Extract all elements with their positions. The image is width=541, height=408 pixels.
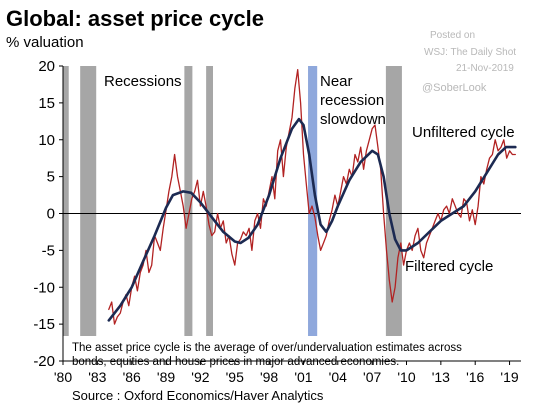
recession-band bbox=[184, 66, 193, 336]
y-tick-label: 20 bbox=[38, 58, 55, 75]
x-tick-label: '19 bbox=[500, 369, 518, 385]
y-tick-label: -5 bbox=[42, 242, 55, 259]
y-tick-label: 5 bbox=[47, 169, 55, 186]
x-tick-label: '01 bbox=[294, 369, 312, 385]
y-tick-label: 10 bbox=[38, 132, 55, 149]
y-tick-label: 15 bbox=[38, 95, 55, 112]
annotation-slowdown: slowdown bbox=[320, 111, 386, 128]
x-tick-label: '10 bbox=[397, 369, 415, 385]
x-tick-label: '80 bbox=[54, 369, 72, 385]
recession-band bbox=[80, 66, 97, 336]
unfiltered-cycle-line bbox=[108, 69, 516, 325]
x-tick-label: '86 bbox=[123, 369, 141, 385]
x-tick-label: '98 bbox=[260, 369, 278, 385]
x-tick-label: '92 bbox=[191, 369, 209, 385]
recession-band bbox=[206, 66, 213, 336]
watermark-posted-on: Posted on bbox=[430, 30, 476, 41]
x-tick-label: '89 bbox=[157, 369, 175, 385]
y-tick-label: 0 bbox=[47, 206, 55, 223]
annotation-recessions: Recessions bbox=[104, 73, 182, 90]
x-tick-label: '83 bbox=[88, 369, 106, 385]
x-tick-label: '04 bbox=[329, 369, 347, 385]
annotation-filtered-cycle: Filtered cycle bbox=[405, 258, 493, 275]
recession-band bbox=[63, 66, 69, 336]
y-tick-label: -15 bbox=[33, 316, 55, 333]
chart-footnote: The asset price cycle is the average of … bbox=[72, 342, 462, 368]
annotation-unfiltered-cycle: Unfiltered cycle bbox=[412, 124, 515, 141]
x-tick-label: '07 bbox=[363, 369, 381, 385]
annotation-slowdown: Near bbox=[320, 73, 353, 90]
slowdown-band bbox=[308, 66, 318, 336]
watermark-date: 21-Nov-2019 bbox=[456, 63, 514, 74]
y-axis-unit-label: % valuation bbox=[6, 34, 84, 51]
chart-source: Source : Oxford Economics/Haver Analytic… bbox=[72, 388, 324, 403]
x-tick-label: '95 bbox=[226, 369, 244, 385]
y-tick-label: -10 bbox=[33, 279, 55, 296]
watermark-source: WSJ: The Daily Shot bbox=[424, 47, 517, 58]
watermark-handle: @SoberLook bbox=[422, 82, 487, 94]
annotation-slowdown: recession bbox=[320, 92, 384, 109]
chart-title: Global: asset price cycle bbox=[6, 6, 265, 31]
footnote-backdrop bbox=[64, 337, 464, 360]
x-tick-label: '16 bbox=[466, 369, 484, 385]
recession-band bbox=[385, 66, 402, 336]
y-tick-label: -20 bbox=[33, 353, 55, 370]
filtered-cycle-line bbox=[107, 117, 517, 322]
x-tick-label: '13 bbox=[432, 369, 450, 385]
